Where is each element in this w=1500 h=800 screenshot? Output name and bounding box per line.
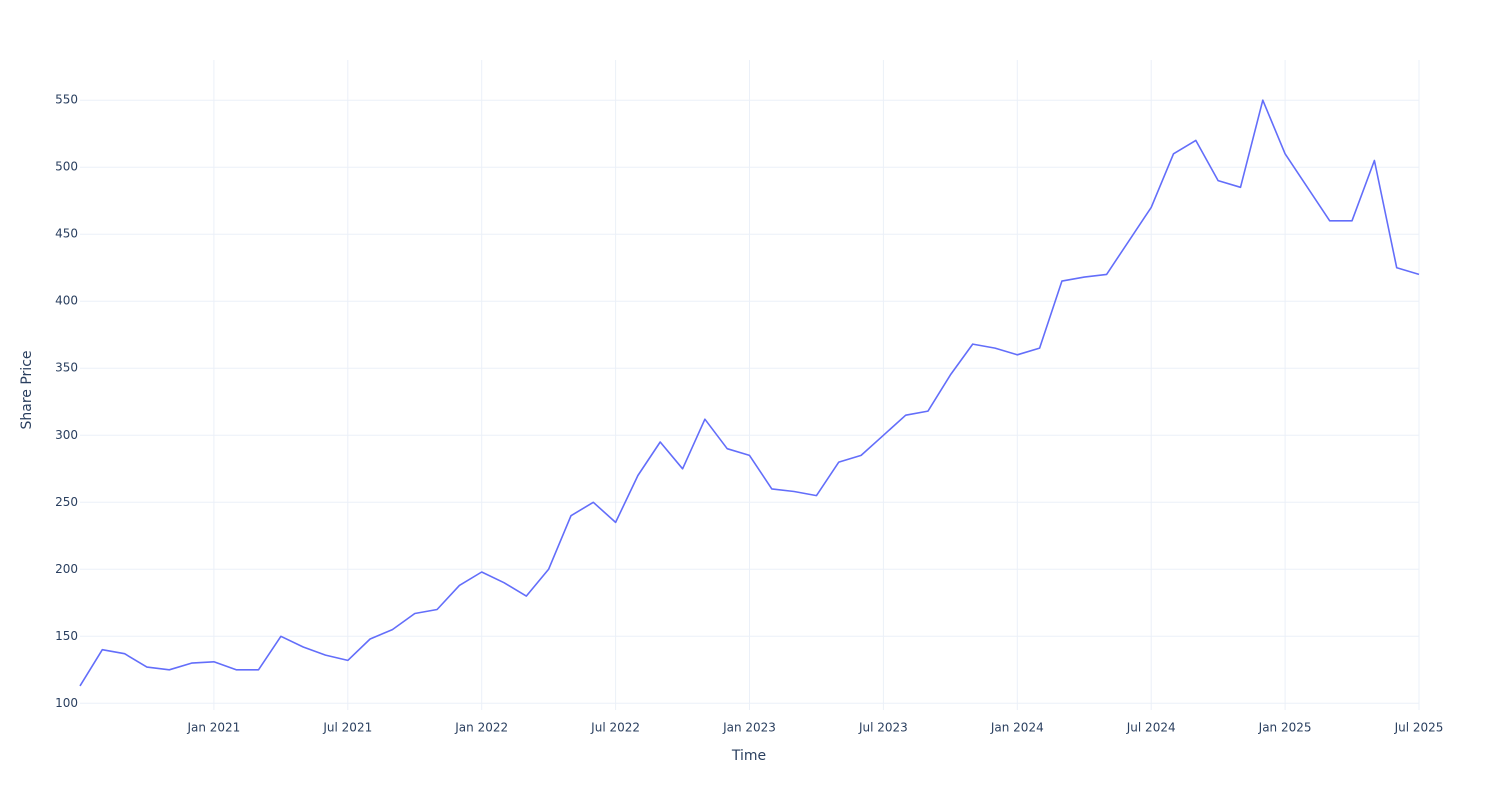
y-tick-label: 500 bbox=[55, 160, 78, 174]
y-tick-label: 300 bbox=[55, 428, 78, 442]
x-tick-label: Jan 2025 bbox=[1258, 721, 1312, 735]
y-tick-label: 550 bbox=[55, 93, 78, 107]
x-tick-label: Jul 2022 bbox=[590, 721, 640, 735]
x-tick-label: Jul 2023 bbox=[858, 721, 908, 735]
price-line bbox=[79, 99, 1420, 687]
y-tick-label: 350 bbox=[55, 361, 78, 375]
y-tick-label: 450 bbox=[55, 227, 78, 241]
x-tick-label: Jan 2024 bbox=[990, 721, 1044, 735]
x-tick-label: Jul 2025 bbox=[1394, 721, 1444, 735]
x-tick-label: Jul 2024 bbox=[1126, 721, 1176, 735]
y-tick-label: 100 bbox=[55, 696, 78, 710]
y-tick-label: 200 bbox=[55, 562, 78, 576]
x-tick-label: Jan 2021 bbox=[186, 721, 240, 735]
x-tick-label: Jan 2022 bbox=[454, 721, 508, 735]
x-axis-title: Time bbox=[731, 748, 766, 764]
y-tick-label: 250 bbox=[55, 495, 78, 509]
y-axis-title: Share Price bbox=[19, 350, 35, 429]
x-tick-label: Jan 2023 bbox=[722, 721, 776, 735]
y-tick-label: 400 bbox=[55, 294, 78, 308]
y-tick-label: 150 bbox=[55, 629, 78, 643]
x-tick-label: Jul 2021 bbox=[322, 721, 372, 735]
